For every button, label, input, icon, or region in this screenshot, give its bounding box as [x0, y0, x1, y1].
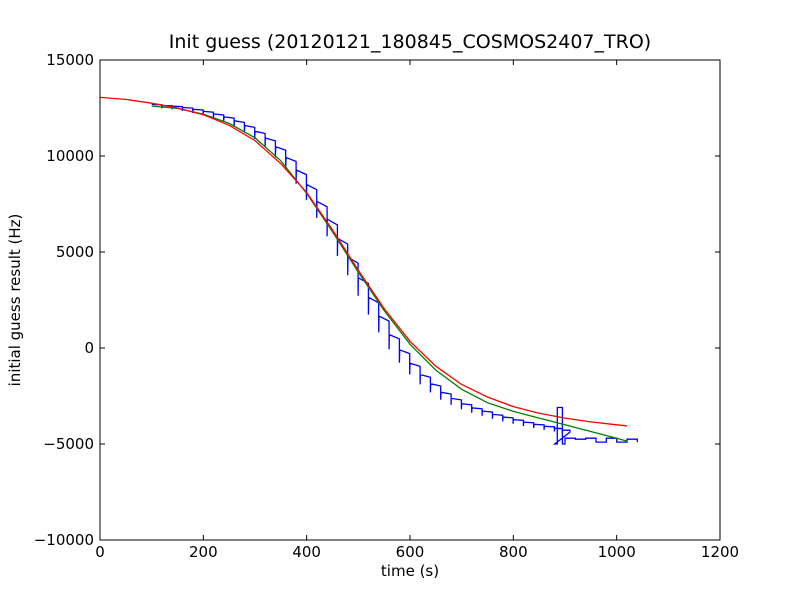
y-tick-label: −5000: [43, 435, 94, 453]
x-tick-label: 200: [189, 543, 218, 561]
y-tick-label: 10000: [46, 147, 94, 165]
series-line-3: [99, 96, 628, 427]
y-tick-label: −10000: [34, 531, 94, 549]
x-tick-label: 800: [499, 543, 528, 561]
chart-title: Init guess (20120121_180845_COSMOS2407_T…: [169, 31, 651, 53]
x-axis-label: time (s): [381, 562, 439, 580]
y-axis-label: initial guess result (Hz): [6, 214, 24, 387]
y-tick-label: 5000: [56, 243, 94, 261]
x-tick-label: 0: [95, 543, 105, 561]
series-line-1: [151, 103, 638, 445]
x-tick-label: 1200: [701, 543, 739, 561]
y-tick-label: 15000: [46, 51, 94, 69]
x-axis: 0 200 400 600 800 1000 1200: [95, 60, 739, 561]
plot-series: [99, 96, 638, 445]
x-tick-label: 1000: [598, 543, 636, 561]
y-tick-label: 0: [84, 339, 94, 357]
y-axis: −10000 −5000 0 5000 10000 15000: [34, 51, 720, 549]
series-line-2: [151, 105, 628, 442]
x-tick-label: 600: [396, 543, 425, 561]
x-tick-label: 400: [292, 543, 321, 561]
